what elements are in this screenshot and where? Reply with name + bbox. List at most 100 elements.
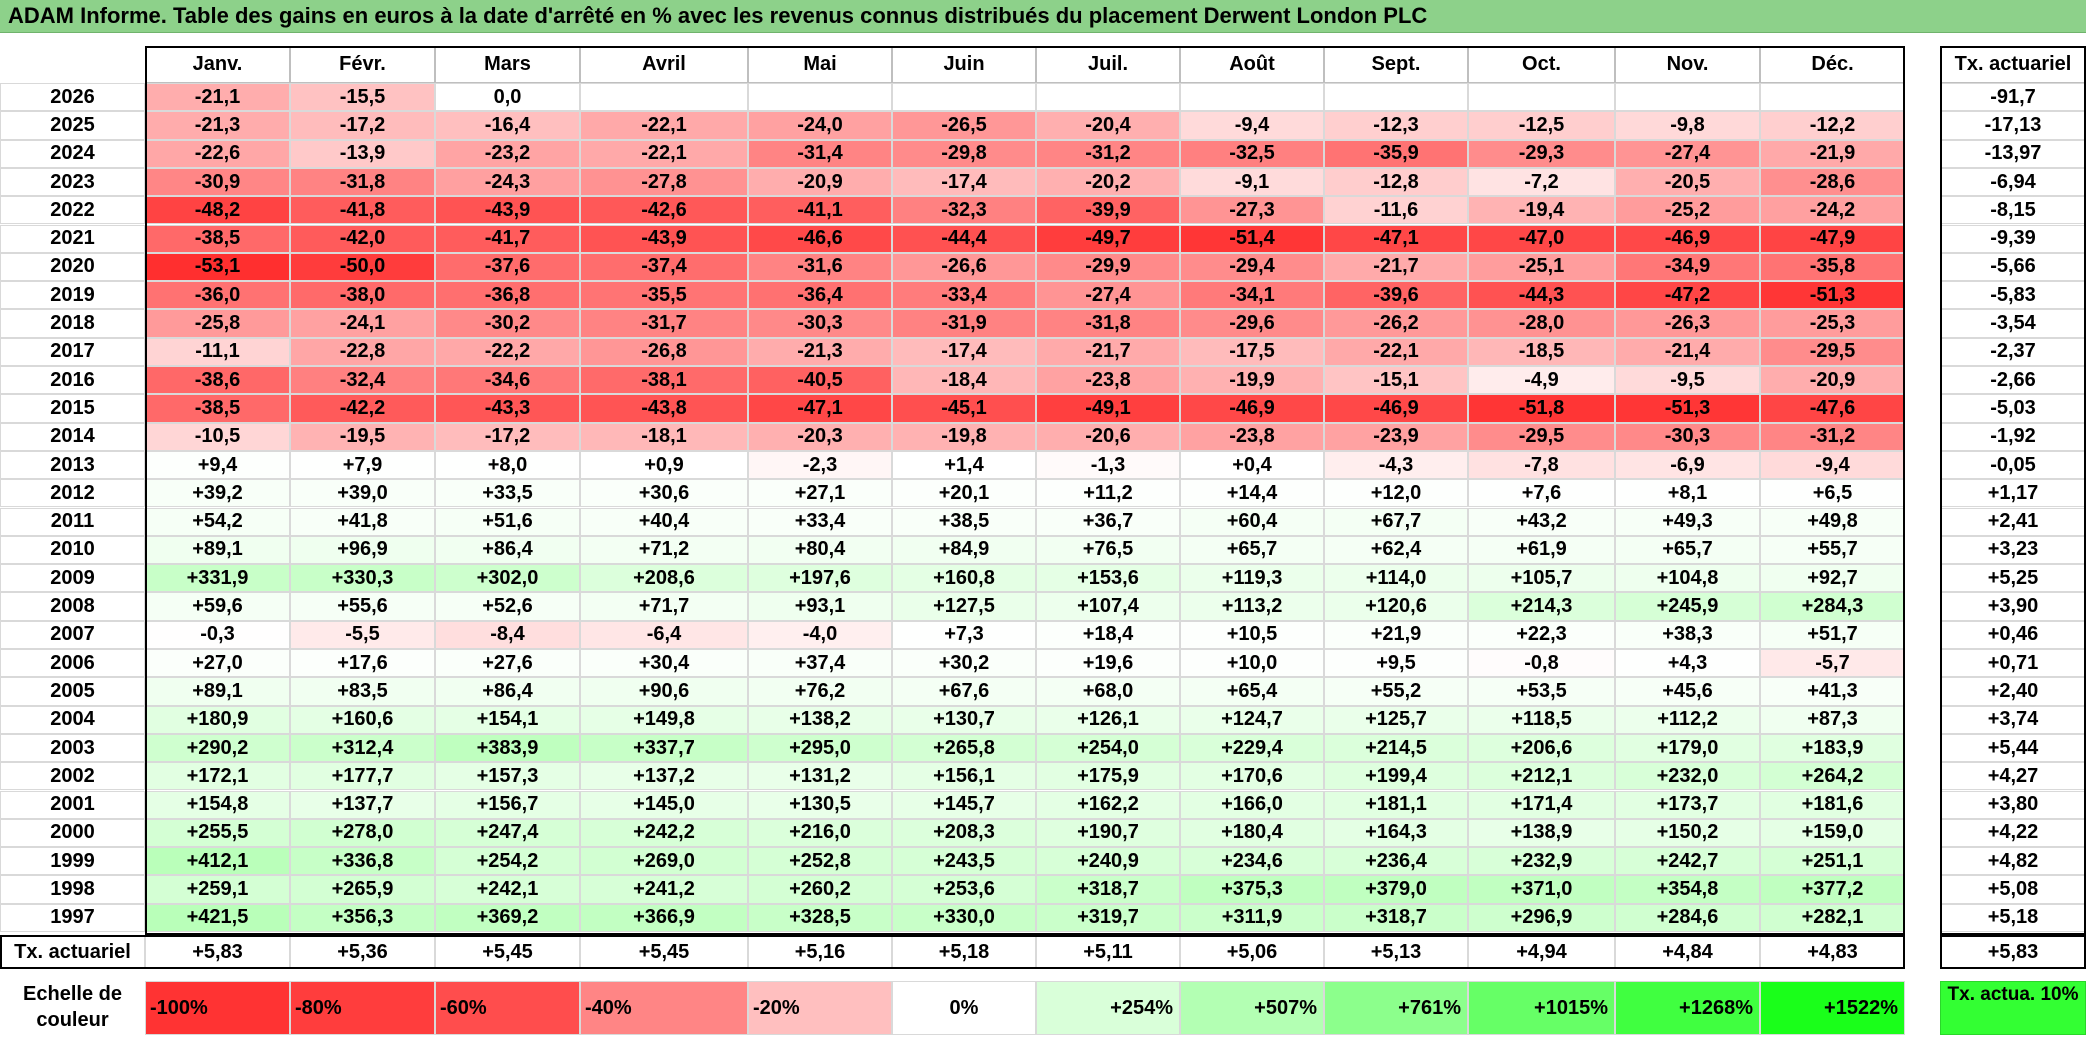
heatmap-cell: +232,9 [1468,847,1615,876]
summary-cell: +5,16 [748,935,892,969]
heatmap-cell: +379,0 [1324,875,1468,904]
heatmap-cell: -42,0 [290,224,435,253]
row-rate-cell: +3,80 [1940,790,2086,819]
heatmap-cell: +39,2 [145,479,290,508]
color-scale-stop: -40% [580,981,748,1035]
chart-title: ADAM Informe. Table des gains en euros à… [8,3,1428,28]
summary-cell: +5,36 [290,935,435,969]
heatmap-cell: -15,5 [290,83,435,112]
heatmap-cell: -21,3 [748,337,892,366]
heatmap-cell: +356,3 [290,903,435,932]
heatmap-cell: -24,2 [1760,196,1905,225]
heatmap-cell [1324,83,1468,112]
heatmap-cell: +172,1 [145,762,290,791]
heatmap-cell: +253,6 [892,875,1036,904]
heatmap-cell: -47,0 [1468,224,1615,253]
heatmap-cell: +39,0 [290,479,435,508]
heatmap-cell: +8,1 [1615,479,1760,508]
heatmap-cell: +10,0 [1180,649,1324,678]
color-scale-stop: +1522% [1760,981,1905,1035]
heatmap-cell: -48,2 [145,196,290,225]
heatmap-cell: -9,4 [1180,111,1324,140]
heatmap-cell: +208,6 [580,564,748,593]
heatmap-cell: -31,2 [1760,422,1905,451]
heatmap-cell: -25,3 [1760,309,1905,338]
summary-cell: +5,18 [892,935,1036,969]
heatmap-cell: -47,9 [1760,224,1905,253]
heatmap-cell: +93,1 [748,592,892,621]
heatmap-cell: +59,6 [145,592,290,621]
color-scale-stop: -20% [748,981,892,1035]
heatmap-cell: +236,4 [1324,847,1468,876]
heatmap-cell: +371,0 [1468,875,1615,904]
heatmap-cell: -39,6 [1324,281,1468,310]
heatmap-cell: -21,7 [1036,337,1180,366]
heatmap-cell: -22,8 [290,337,435,366]
heatmap-cell: -17,5 [1180,337,1324,366]
heatmap-cell: +76,2 [748,677,892,706]
heatmap-cell: -29,8 [892,139,1036,168]
heatmap-cell: +177,7 [290,762,435,791]
heatmap-cell: -45,1 [892,394,1036,423]
heatmap-cell: -38,0 [290,281,435,310]
rate-scale-box: Tx. actua. 10% [1940,981,2086,1035]
heatmap-cell: +71,2 [580,535,748,565]
heatmap-cell: +41,3 [1760,677,1905,706]
heatmap-cell: +55,7 [1760,535,1905,565]
heatmap-cell: +38,3 [1615,620,1760,649]
row-rate-cell: -6,94 [1940,167,2086,197]
heatmap-cell: -29,5 [1760,337,1905,366]
summary-cell: +4,94 [1468,935,1615,969]
heatmap-cell: +251,1 [1760,847,1905,876]
heatmap-cell: -36,8 [435,281,580,310]
heatmap-cell: +14,4 [1180,479,1324,508]
heatmap-cell: +90,6 [580,677,748,706]
heatmap-cell: -22,2 [435,337,580,366]
heatmap-cell: -22,1 [580,139,748,168]
heatmap-cell: -53,1 [145,252,290,282]
heatmap-cell: -46,9 [1324,394,1468,423]
row-year-label: 2024 [0,139,145,168]
row-rate-cell: +4,22 [1940,818,2086,848]
heatmap-cell: +84,9 [892,535,1036,565]
row-rate-cell: +3,90 [1940,592,2086,621]
color-scale-label: Echelle de couleur [23,983,122,1031]
row-year-label: 2009 [0,564,145,593]
heatmap-cell: -26,8 [580,337,748,366]
row-year-label: 2010 [0,535,145,565]
heatmap-cell: +49,3 [1615,507,1760,536]
heatmap-cell: 0,0 [435,83,580,112]
heatmap-cell: -12,5 [1468,111,1615,140]
heatmap-cell: +241,2 [580,875,748,904]
heatmap-cell: -51,4 [1180,224,1324,253]
heatmap-cell: -51,3 [1615,394,1760,423]
row-rate-cell: +3,23 [1940,535,2086,565]
heatmap-cell: +21,9 [1324,620,1468,649]
heatmap-cell: +145,7 [892,790,1036,819]
row-year-label: 2012 [0,479,145,508]
heatmap-cell: +40,4 [580,507,748,536]
heatmap-cell: -20,2 [1036,167,1180,197]
heatmap-cell: -27,3 [1180,196,1324,225]
heatmap-cell: -20,3 [748,422,892,451]
heatmap-cell: -31,4 [748,139,892,168]
heatmap-cell: -34,9 [1615,252,1760,282]
column-header: Mai [748,46,892,83]
heatmap-cell: -37,6 [435,252,580,282]
heatmap-cell: -12,3 [1324,111,1468,140]
row-rate-cell: -9,39 [1940,224,2086,253]
heatmap-cell: -35,8 [1760,252,1905,282]
row-rate-cell: +5,25 [1940,564,2086,593]
heatmap-cell: +181,6 [1760,790,1905,819]
heatmap-cell: -21,1 [145,83,290,112]
row-rate-cell: -91,7 [1940,83,2086,112]
heatmap-cell [1036,83,1180,112]
heatmap-cell: +126,1 [1036,705,1180,734]
heatmap-cell: -27,4 [1036,281,1180,310]
row-year-label: 2002 [0,762,145,791]
heatmap-cell: +51,6 [435,507,580,536]
heatmap-cell: -43,9 [580,224,748,253]
heatmap-cell: +421,5 [145,903,290,932]
heatmap-cell: +229,4 [1180,733,1324,763]
